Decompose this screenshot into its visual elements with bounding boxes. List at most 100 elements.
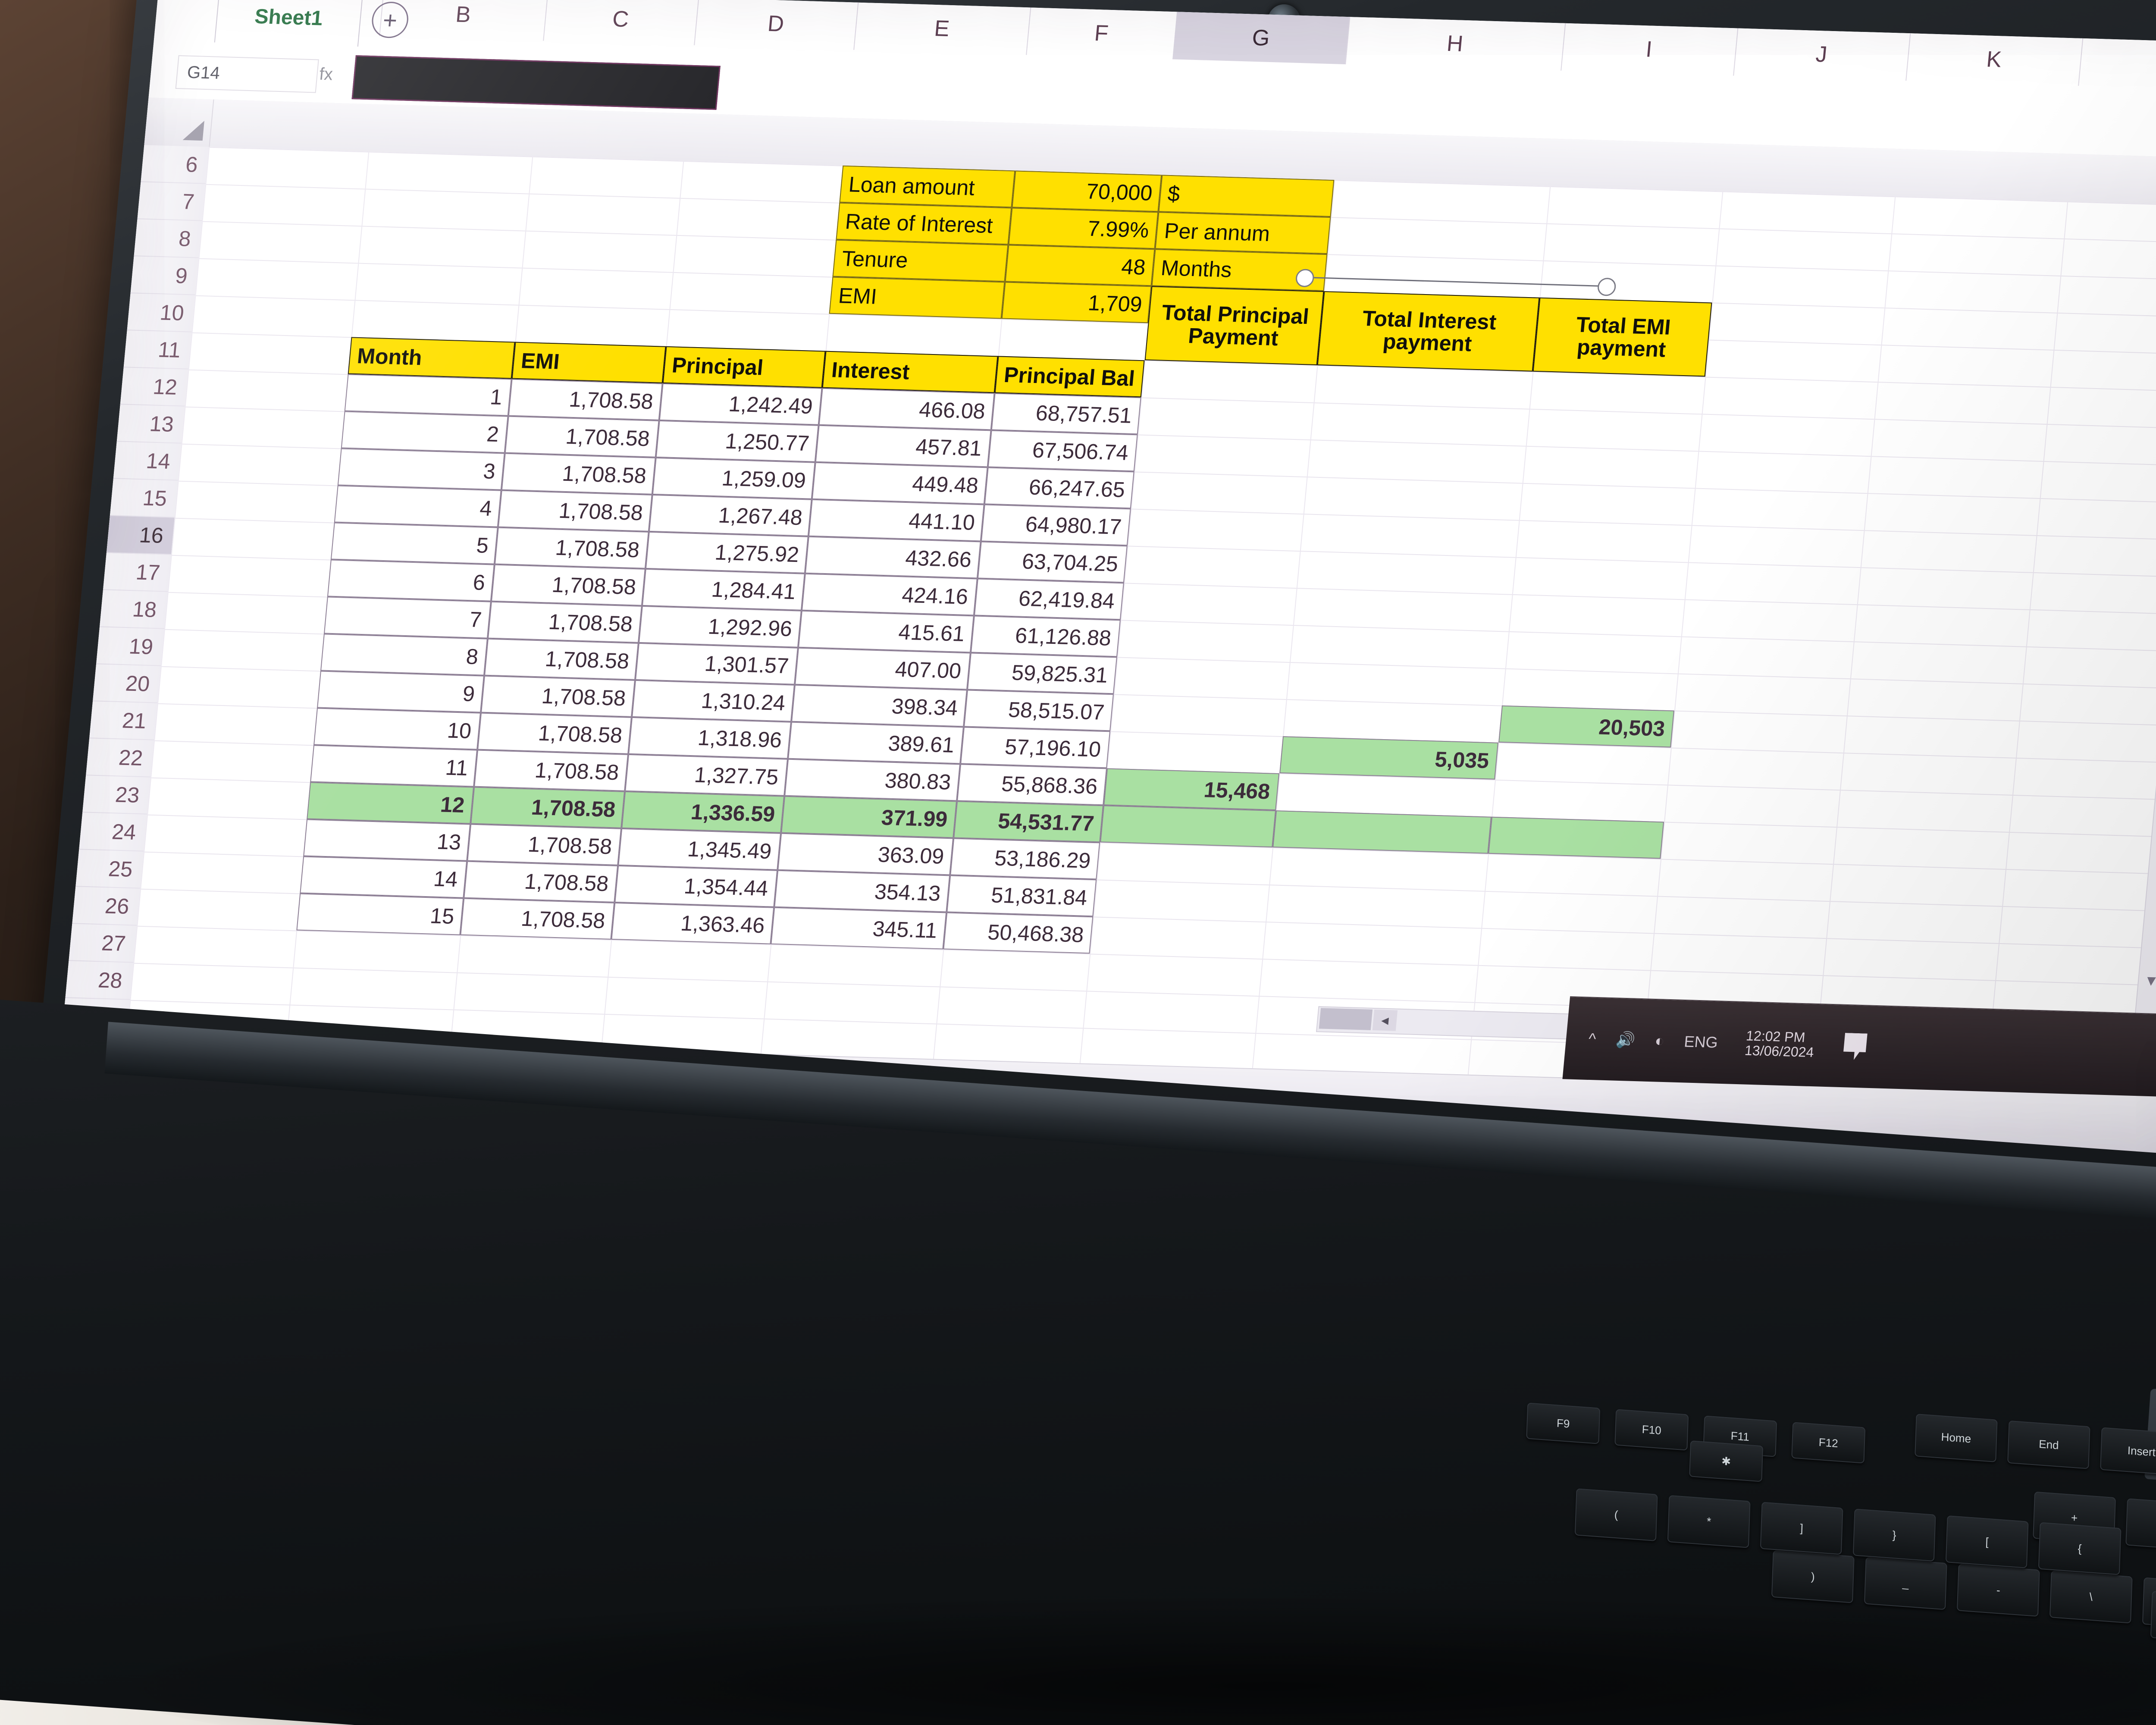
table-cell-r11-c3[interactable]: 1,327.75 <box>625 754 788 796</box>
row-header-23[interactable]: 23 <box>82 775 151 815</box>
table-cell-r5-c4[interactable]: 432.66 <box>805 536 981 579</box>
table-cell-r10-c1[interactable]: 10 <box>313 708 481 750</box>
table-cell-r2-c4[interactable]: 457.81 <box>815 425 991 467</box>
table-cell-r2-c1[interactable]: 2 <box>341 411 508 453</box>
table-cell-r8-c2[interactable]: 1,708.58 <box>484 638 639 680</box>
row-header-27[interactable]: 27 <box>69 924 137 963</box>
table-cell-r1-c4[interactable]: 466.08 <box>818 388 995 430</box>
loan-input-value-2[interactable]: 48 <box>1005 245 1155 286</box>
row-header-9[interactable]: 9 <box>130 256 199 295</box>
table-cell-r10-c4[interactable]: 389.61 <box>788 721 964 764</box>
table-cell-r15-c3[interactable]: 1,363.46 <box>611 902 774 944</box>
row-header-26[interactable]: 26 <box>72 887 141 926</box>
loan-input-unit-1[interactable]: Per annum <box>1155 212 1331 254</box>
table-cell-r7-c3[interactable]: 1,292.96 <box>638 605 802 648</box>
sheet-tab-sheet1[interactable]: Sheet1 <box>214 0 364 47</box>
table-cell-r8-c4[interactable]: 407.00 <box>794 647 971 690</box>
row-header-28[interactable]: 28 <box>65 961 134 1000</box>
language-indicator[interactable]: ENG <box>1683 1032 1719 1051</box>
table-cell-r11-c4[interactable]: 380.83 <box>784 759 961 801</box>
table-cell-r15-c4[interactable]: 345.11 <box>771 907 947 950</box>
column-header-j[interactable]: J <box>1733 28 1911 81</box>
table-cell-r14-c4[interactable]: 354.13 <box>774 870 950 913</box>
loan-input-label-3[interactable]: EMI <box>829 276 1005 319</box>
total-value-emi[interactable]: 20,503 <box>1498 705 1674 748</box>
key-sym3-4[interactable]: [ <box>1945 1515 2029 1568</box>
table-header-principal[interactable]: Principal <box>662 346 826 388</box>
key-star[interactable]: ✱ <box>1689 1440 1764 1482</box>
row-header-21[interactable]: 21 <box>89 701 158 740</box>
highlight-band-h[interactable] <box>1272 810 1492 854</box>
worksheet-grid[interactable]: Loan amount 70,000 $ Rate of Interest 7.99% P… <box>126 147 2156 1095</box>
key-sym3-2[interactable]: ] <box>1760 1502 1843 1555</box>
key-sym3-5[interactable]: { <box>2038 1522 2122 1575</box>
row-header-17[interactable]: 17 <box>103 553 171 592</box>
row-header-14[interactable]: 14 <box>113 442 182 481</box>
table-cell-r5-c2[interactable]: 1,708.58 <box>494 527 649 569</box>
key-sym3-0[interactable]: ( <box>1574 1488 1658 1541</box>
table-cell-r15-c5[interactable]: 50,468.38 <box>943 912 1094 954</box>
table-cell-r9-c4[interactable]: 398.34 <box>791 684 967 727</box>
key-sym3-1[interactable]: * <box>1667 1495 1751 1548</box>
table-cell-r7-c5[interactable]: 61,126.88 <box>970 615 1121 657</box>
table-cell-r12-c4[interactable]: 371.99 <box>781 796 957 838</box>
table-cell-r2-c2[interactable]: 1,708.58 <box>505 416 659 458</box>
column-header-e[interactable]: E <box>853 2 1031 55</box>
loan-input-label-1[interactable]: Rate of Interest <box>836 202 1012 245</box>
table-cell-r6-c4[interactable]: 424.16 <box>801 573 978 616</box>
row-header-6[interactable]: 6 <box>141 145 209 184</box>
table-cell-r1-c1[interactable]: 1 <box>344 374 512 416</box>
table-cell-r15-c1[interactable]: 15 <box>296 893 464 935</box>
column-header-g[interactable]: G <box>1172 12 1351 65</box>
row-header-11[interactable]: 11 <box>123 330 192 370</box>
wifi-icon[interactable]: ◐ <box>1654 1032 1665 1050</box>
table-cell-r3-c2[interactable]: 1,708.58 <box>501 453 656 495</box>
row-header-13[interactable]: 13 <box>116 405 185 444</box>
table-cell-r8-c1[interactable]: 8 <box>320 634 488 676</box>
key-nav-home[interactable]: Home <box>1915 1414 1998 1462</box>
table-cell-r4-c3[interactable]: 1,267.48 <box>649 494 812 536</box>
table-cell-r8-c3[interactable]: 1,301.57 <box>635 643 798 685</box>
table-cell-r15-c2[interactable]: 1,708.58 <box>460 898 615 940</box>
table-cell-r3-c3[interactable]: 1,259.09 <box>652 457 815 499</box>
table-cell-r12-c3[interactable]: 1,336.59 <box>621 791 785 833</box>
table-cell-r2-c5[interactable]: 67,506.74 <box>987 430 1138 472</box>
column-header-d[interactable]: D <box>694 0 859 50</box>
row-header-8[interactable]: 8 <box>134 219 202 258</box>
total-value-interest[interactable]: 5,035 <box>1279 736 1499 780</box>
table-cell-r1-c3[interactable]: 1,242.49 <box>659 383 822 425</box>
table-cell-r7-c1[interactable]: 7 <box>323 596 491 639</box>
key-nav-insert[interactable]: Insert <box>2100 1427 2156 1476</box>
total-value-principal[interactable]: 15,468 <box>1103 768 1280 811</box>
table-cell-r14-c3[interactable]: 1,354.44 <box>614 865 778 907</box>
key-sym2-2[interactable]: - <box>1956 1564 2040 1617</box>
table-cell-r3-c1[interactable]: 3 <box>337 448 505 490</box>
table-header-interest[interactable]: Interest <box>822 351 998 393</box>
table-cell-r4-c2[interactable]: 1,708.58 <box>498 490 652 532</box>
table-cell-r6-c2[interactable]: 1,708.58 <box>491 564 646 606</box>
key-nav-end[interactable]: End <box>2007 1420 2090 1469</box>
speaker-icon[interactable]: 🔊 <box>1615 1030 1636 1049</box>
table-cell-r12-c1[interactable]: 12 <box>307 782 474 824</box>
row-header-19[interactable]: 19 <box>96 627 164 666</box>
table-cell-r14-c1[interactable]: 14 <box>300 856 467 898</box>
loan-input-value-0[interactable]: 70,000 <box>1012 170 1162 212</box>
table-header-principal-bal[interactable]: Principal Bal <box>994 356 1145 398</box>
table-cell-r13-c3[interactable]: 1,345.49 <box>618 828 781 870</box>
row-header-20[interactable]: 20 <box>93 664 161 703</box>
table-header-emi[interactable]: EMI <box>511 342 666 383</box>
column-header-f[interactable]: F <box>1026 7 1178 60</box>
table-cell-r8-c5[interactable]: 59,825.31 <box>967 652 1117 694</box>
table-cell-r5-c5[interactable]: 63,704.25 <box>977 541 1128 583</box>
loan-input-unit-0[interactable]: $ <box>1158 175 1335 217</box>
row-header-16[interactable]: 16 <box>106 516 175 555</box>
table-header-month[interactable]: Month <box>348 337 515 379</box>
row-header-24[interactable]: 24 <box>79 812 147 852</box>
loan-input-label-0[interactable]: Loan amount <box>839 165 1015 208</box>
table-cell-r6-c5[interactable]: 62,419.84 <box>974 578 1124 620</box>
horizontal-scrollbar-thumb[interactable] <box>1319 1008 1373 1030</box>
key-sym3-3[interactable]: } <box>1852 1509 1936 1562</box>
table-cell-r5-c1[interactable]: 5 <box>330 522 498 565</box>
table-cell-r11-c1[interactable]: 11 <box>310 745 478 787</box>
column-header-i[interactable]: I <box>1561 23 1739 76</box>
